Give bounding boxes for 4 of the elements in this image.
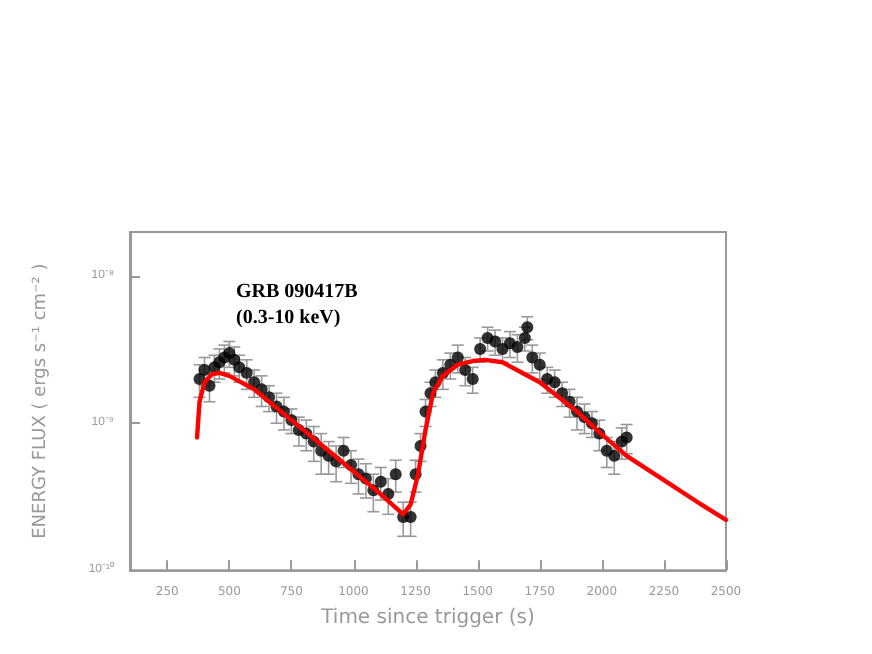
x-axis-title: Time since trigger (s) [319, 607, 535, 629]
y-axis-title: ENERGY FLUX ( ergs s⁻¹ cm⁻² ) [31, 263, 51, 539]
annotation: (0.3-10 keV) [236, 307, 341, 329]
annotation: GRB 090417B [236, 281, 359, 303]
